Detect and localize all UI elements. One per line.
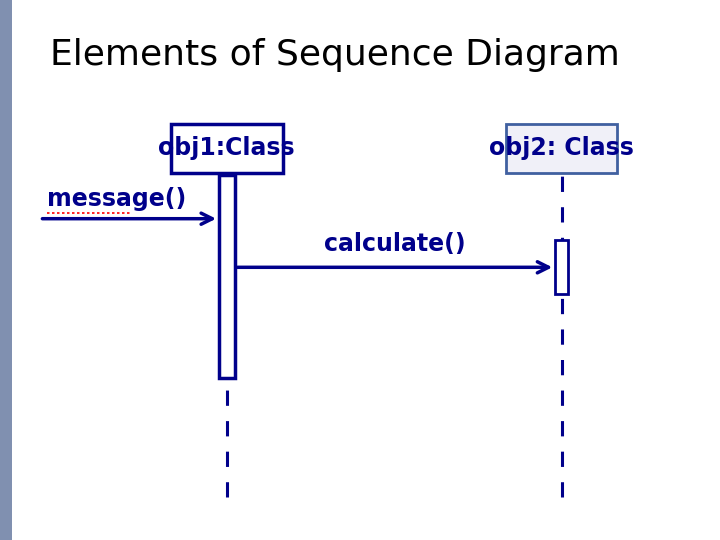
Bar <box>219 176 235 378</box>
Text: obj2: Class: obj2: Class <box>489 137 634 160</box>
Bar <box>555 240 568 294</box>
Bar <box>505 124 618 173</box>
Text: obj1:Class: obj1:Class <box>158 137 295 160</box>
Text: calculate(): calculate() <box>324 233 466 256</box>
Bar <box>0 0 12 540</box>
Bar <box>171 124 282 173</box>
Text: Elements of Sequence Diagram: Elements of Sequence Diagram <box>50 38 620 72</box>
Text: message(): message() <box>47 187 186 211</box>
